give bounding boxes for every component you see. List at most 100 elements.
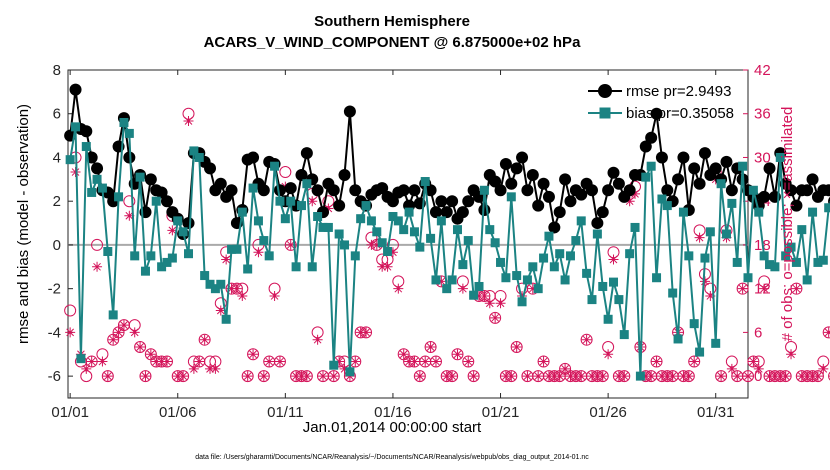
obs-assimilated-marker bbox=[441, 371, 452, 382]
bias-point bbox=[140, 266, 150, 276]
rmse-point bbox=[214, 177, 227, 190]
obs-assimilated-marker bbox=[65, 327, 76, 338]
bias-point bbox=[657, 194, 667, 204]
bias-point bbox=[743, 273, 753, 283]
obs-assimilated-marker bbox=[124, 210, 135, 221]
rmse-point bbox=[790, 199, 803, 212]
bias-point bbox=[603, 314, 613, 324]
x-tick-label: 01/26 bbox=[589, 404, 627, 421]
bias-point bbox=[479, 185, 489, 195]
bias-point bbox=[92, 174, 102, 184]
obs-assimilated-marker bbox=[409, 356, 420, 367]
obs-assimilated-marker bbox=[656, 371, 667, 382]
bias-point bbox=[340, 240, 350, 250]
obs-assimilated-marker bbox=[86, 356, 97, 367]
bias-point bbox=[157, 262, 167, 272]
obs-assimilated-marker bbox=[264, 356, 275, 367]
rmse-point bbox=[489, 175, 502, 188]
obs-assimilated-marker bbox=[775, 371, 786, 382]
obs-assimilated-marker bbox=[538, 356, 549, 367]
bias-point bbox=[781, 251, 791, 261]
bias-point bbox=[307, 262, 317, 272]
rmse-point bbox=[725, 184, 738, 197]
bias-point bbox=[598, 281, 608, 291]
obs-assimilated-marker bbox=[726, 363, 737, 374]
bias-point bbox=[791, 257, 801, 267]
obs-assimilated-marker bbox=[377, 261, 388, 272]
obs-assimilated-marker bbox=[135, 341, 146, 352]
x-tick-label: 01/16 bbox=[374, 404, 412, 421]
obs-assimilated-marker bbox=[484, 298, 495, 309]
rmse-point bbox=[623, 184, 636, 197]
legend-bias-marker bbox=[599, 107, 611, 119]
bias-point bbox=[130, 251, 140, 261]
bias-point bbox=[388, 212, 398, 222]
obs-possible-marker bbox=[424, 340, 437, 353]
y-tick-label-left: 0 bbox=[53, 237, 61, 254]
obs-assimilated-marker bbox=[420, 356, 431, 367]
bias-point bbox=[560, 275, 570, 285]
obs-possible-marker bbox=[247, 348, 260, 361]
bias-point bbox=[711, 338, 721, 348]
bias-point bbox=[808, 207, 818, 217]
obs-assimilated-marker bbox=[630, 188, 641, 199]
obs-assimilated-marker bbox=[769, 371, 780, 382]
obs-possible-marker bbox=[580, 333, 593, 346]
obs-assimilated-marker bbox=[452, 349, 463, 360]
rmse-point bbox=[709, 162, 722, 175]
bias-point bbox=[689, 319, 699, 329]
obs-assimilated-marker bbox=[780, 371, 791, 382]
obs-possible-marker bbox=[715, 370, 728, 383]
rmse-point bbox=[499, 158, 512, 171]
bias-point bbox=[506, 192, 516, 202]
bias-point bbox=[350, 251, 360, 261]
obs-assimilated-marker bbox=[506, 371, 517, 382]
bias-point bbox=[474, 281, 484, 291]
bias-point bbox=[259, 236, 269, 246]
bias-point bbox=[313, 212, 323, 222]
bias-point bbox=[571, 236, 581, 246]
bias-point bbox=[684, 251, 694, 261]
bias-point bbox=[383, 246, 393, 256]
bias-point bbox=[296, 201, 306, 211]
bias-point bbox=[695, 347, 705, 357]
rmse-point bbox=[510, 162, 523, 175]
obs-assimilated-marker bbox=[753, 363, 764, 374]
bias-point bbox=[716, 179, 726, 189]
y-tick-label-right: 42 bbox=[754, 62, 771, 79]
obs-assimilated-marker bbox=[667, 371, 678, 382]
data-file-footnote: data file: /Users/gharamti/Documents/NCA… bbox=[195, 454, 589, 461]
rmse-point bbox=[806, 173, 819, 186]
bias-point bbox=[173, 216, 183, 226]
obs-assimilated-marker bbox=[81, 363, 92, 374]
rmse-point bbox=[612, 177, 625, 190]
rmse-point bbox=[257, 184, 270, 197]
obs-assimilated-marker bbox=[533, 371, 544, 382]
obs-assimilated-marker bbox=[511, 341, 522, 352]
bias-point bbox=[345, 367, 355, 377]
obs-assimilated-marker bbox=[651, 356, 662, 367]
obs-assimilated-marker bbox=[70, 167, 81, 178]
obs-assimilated-marker bbox=[565, 371, 576, 382]
rmse-point bbox=[349, 184, 362, 197]
rmse-point bbox=[655, 151, 668, 164]
bias-point bbox=[227, 244, 237, 254]
bias-point bbox=[210, 284, 220, 294]
obs-possible-marker bbox=[828, 371, 830, 381]
y-tick-label-left: -6 bbox=[48, 368, 61, 385]
rmse-point bbox=[575, 188, 588, 201]
rmse-point bbox=[440, 206, 453, 219]
bias-point bbox=[253, 216, 263, 226]
bias-point bbox=[103, 246, 113, 256]
rmse-point bbox=[327, 184, 340, 197]
rmse-point bbox=[720, 155, 733, 168]
obs-assimilated-marker bbox=[699, 276, 710, 287]
bias-point bbox=[248, 183, 258, 193]
rmse-point bbox=[295, 168, 308, 181]
bias-point bbox=[81, 142, 91, 152]
bias-point bbox=[404, 207, 414, 217]
obs-assimilated-marker bbox=[285, 239, 296, 250]
obs-assimilated-marker bbox=[350, 356, 361, 367]
rmse-point bbox=[311, 184, 324, 197]
obs-assimilated-marker bbox=[802, 371, 813, 382]
